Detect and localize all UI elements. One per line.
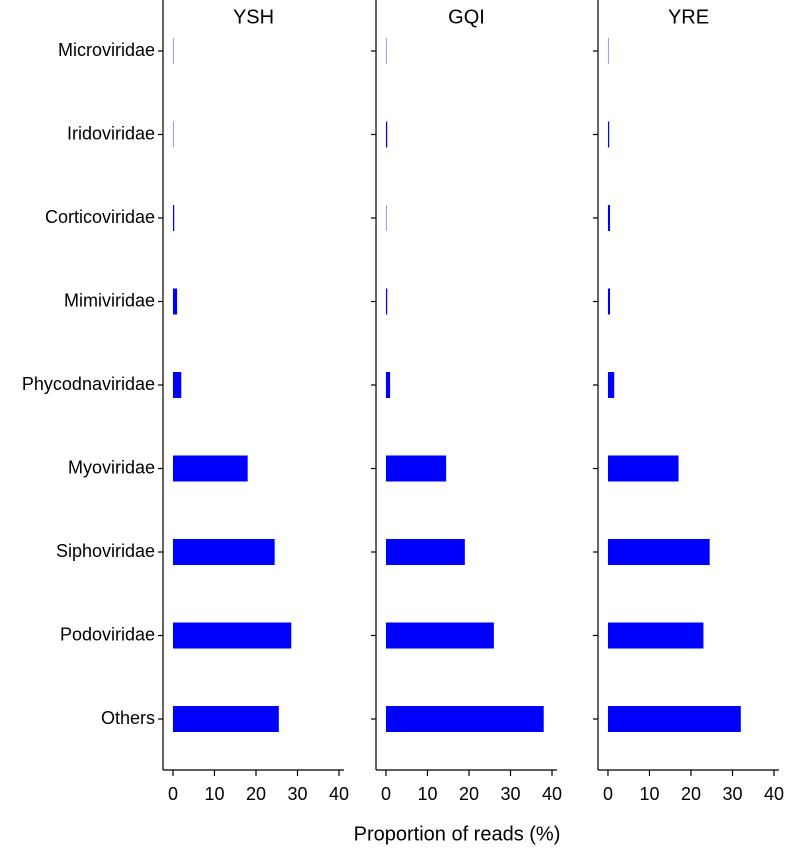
bar [608,205,610,231]
x-tick-label: 40 [329,784,349,804]
x-tick-label: 0 [381,784,391,804]
bar [608,289,610,315]
bar [608,372,614,398]
x-tick-label: 30 [500,784,520,804]
x-tick-label: 10 [639,784,659,804]
x-tick-label: 0 [603,784,613,804]
bar [173,706,279,732]
y-tick-label: Podoviridae [60,624,155,644]
panel-title: YSH [233,6,274,28]
bar [386,372,390,398]
x-tick-label: 0 [168,784,178,804]
x-tick-label: 20 [681,784,701,804]
bar [608,539,710,565]
x-tick-label: 40 [542,784,562,804]
bar [608,456,679,482]
panel-title: YRE [668,6,709,28]
bar [386,122,387,148]
y-tick-label: Others [101,708,155,728]
x-tick-label: 30 [722,784,742,804]
y-tick-label: Mimiviridae [64,290,155,310]
bar [173,456,248,482]
y-tick-label: Phycodnaviridae [22,374,155,394]
bar [386,456,446,482]
bar [608,122,609,148]
y-tick-label: Corticoviridae [45,207,155,227]
x-tick-label: 20 [459,784,479,804]
bar [386,289,387,315]
x-axis-title: Proportion of reads (%) [354,823,561,845]
y-tick-label: Iridoviridae [67,123,155,143]
bar [608,623,703,649]
y-tick-label: Myoviridae [68,457,155,477]
x-tick-label: 20 [246,784,266,804]
bar [608,706,741,732]
y-tick-label: Microviridae [58,40,155,60]
x-tick-label: 40 [764,784,784,804]
bar [386,623,494,649]
bar [173,205,174,231]
y-tick-label: Siphoviridae [56,541,155,561]
x-tick-label: 30 [287,784,307,804]
panel-title: GQI [448,6,485,28]
bar [173,289,177,315]
bar [173,539,275,565]
bar [386,539,465,565]
bar [386,706,544,732]
x-tick-label: 10 [417,784,437,804]
bar [173,372,181,398]
bar [173,623,291,649]
x-tick-label: 10 [204,784,224,804]
